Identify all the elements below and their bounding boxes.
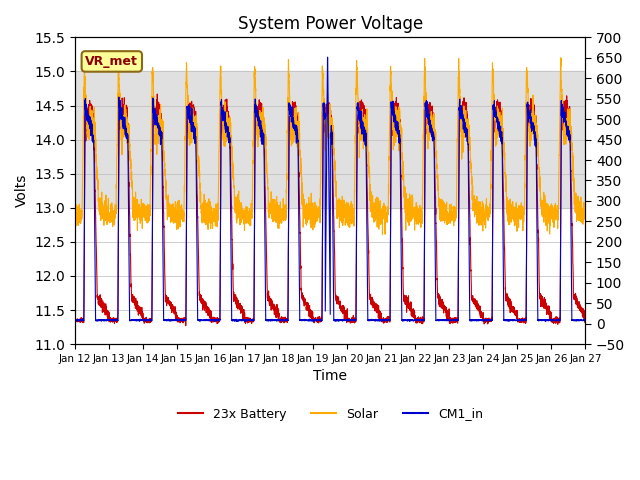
- Legend: 23x Battery, Solar, CM1_in: 23x Battery, Solar, CM1_in: [173, 403, 488, 426]
- Bar: [75, 72, 586, 208]
- Y-axis label: Volts: Volts: [15, 174, 29, 207]
- X-axis label: Time: Time: [314, 370, 348, 384]
- Text: VR_met: VR_met: [85, 55, 138, 68]
- Title: System Power Voltage: System Power Voltage: [237, 15, 423, 33]
